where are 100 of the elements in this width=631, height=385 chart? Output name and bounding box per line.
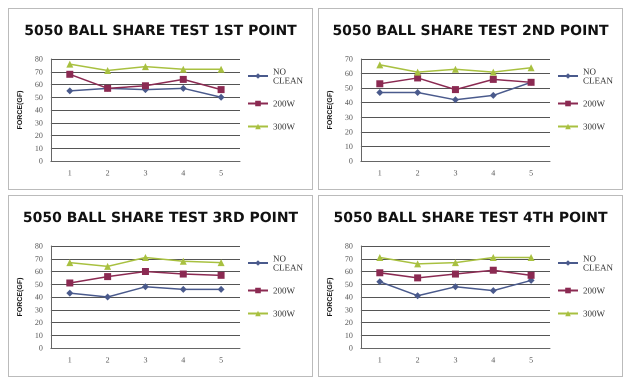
point — [452, 66, 459, 73]
point — [142, 283, 149, 290]
legend-label: 300W — [583, 308, 606, 318]
y-tick-label: 20 — [34, 131, 43, 140]
legend-label: NO CLEAN — [273, 254, 304, 272]
x-tick-label: 5 — [219, 356, 224, 364]
y-tick-label: 80 — [34, 242, 43, 250]
point — [104, 273, 112, 280]
legend-label: NO CLEAN — [583, 254, 614, 272]
y-tick-label: 20 — [344, 318, 353, 327]
x-tick-label: 4 — [491, 356, 496, 364]
point — [142, 82, 149, 90]
y-tick-label: 0 — [348, 156, 353, 166]
point — [376, 269, 384, 276]
point — [452, 270, 459, 278]
point — [180, 286, 187, 293]
legend-label: 200W — [273, 98, 296, 108]
y-tick-label: 30 — [34, 118, 43, 128]
point — [490, 68, 497, 76]
point — [104, 294, 112, 300]
point — [218, 94, 225, 101]
y-tick-label: 60 — [344, 267, 353, 276]
point — [414, 68, 422, 76]
point — [490, 92, 497, 99]
y-tick-label: 0 — [38, 156, 43, 166]
point — [180, 84, 187, 92]
point — [376, 254, 384, 261]
y-tick-label: 70 — [34, 67, 43, 76]
y-tick-label: 0 — [348, 344, 353, 352]
y-tick-label: 0 — [38, 344, 43, 352]
point — [104, 262, 112, 270]
y-tick-label: 80 — [34, 54, 43, 64]
y-tick-label: 40 — [34, 106, 43, 114]
legend-label: 200W — [583, 286, 606, 296]
point — [218, 286, 225, 293]
point — [452, 96, 459, 104]
point — [66, 70, 74, 78]
y-tick-label: 50 — [344, 84, 353, 93]
y-tick-label: 50 — [34, 92, 43, 102]
y-tick-label: 30 — [344, 305, 353, 314]
legend-label: 200W — [273, 286, 296, 296]
y-tick-label: 50 — [344, 280, 353, 289]
y-tick-label: 70 — [344, 54, 353, 64]
y-tick-label: 30 — [34, 305, 43, 314]
y-tick-label: 40 — [34, 292, 43, 302]
point — [528, 272, 535, 279]
y-tick-label: 80 — [344, 242, 353, 250]
x-tick-label: 5 — [529, 356, 534, 364]
point — [104, 66, 112, 74]
y-tick-label: 60 — [344, 69, 353, 78]
chart-title: 5050 BALL SHARE TEST 1ST POINT — [24, 23, 298, 39]
x-tick-label: 3 — [143, 168, 148, 178]
y-tick-label: 40 — [344, 292, 353, 302]
x-tick-label: 4 — [181, 168, 186, 178]
x-tick-label: 1 — [378, 168, 382, 178]
point — [528, 254, 535, 261]
point — [218, 86, 225, 94]
x-tick-label: 1 — [378, 356, 382, 364]
point — [376, 89, 384, 96]
legend-label: NO CLEAN — [583, 66, 614, 86]
chart-title: 5050 BALL SHARE TEST 4TH POINT — [333, 210, 608, 226]
y-tick-label: 60 — [34, 80, 43, 89]
y-tick-label: 50 — [34, 280, 43, 289]
x-tick-label: 3 — [453, 356, 458, 364]
y-tick-label: 10 — [344, 330, 353, 340]
point — [376, 278, 384, 286]
point — [452, 283, 459, 290]
point — [376, 61, 384, 68]
legend-label: 300W — [273, 122, 296, 132]
point — [180, 76, 187, 83]
point — [66, 259, 74, 266]
chart-title: 5050 BALL SHARE TEST 3RD POINT — [22, 210, 299, 226]
chart-title: 5050 BALL SHARE TEST 2ND POINT — [332, 23, 610, 39]
x-tick-label: 4 — [181, 356, 186, 364]
y-tick-label: 60 — [34, 267, 43, 276]
y-tick-label: 20 — [34, 318, 43, 327]
x-tick-label: 2 — [106, 356, 110, 364]
legend-label: 200W — [583, 98, 606, 108]
x-tick-label: 2 — [416, 168, 420, 178]
x-tick-label: 2 — [106, 168, 110, 178]
y-tick-label: 70 — [344, 254, 353, 264]
point — [180, 258, 187, 265]
point — [142, 63, 149, 70]
point — [414, 260, 422, 268]
y-tick-label: 20 — [344, 127, 353, 136]
y-tick-label: 70 — [34, 254, 43, 264]
point — [376, 80, 384, 88]
point — [414, 89, 422, 96]
point — [142, 268, 149, 275]
point — [490, 287, 497, 294]
point — [180, 270, 187, 278]
x-tick-label: 4 — [491, 168, 496, 178]
y-tick-label: 40 — [344, 98, 353, 108]
point — [66, 87, 74, 94]
legend-label: 300W — [273, 308, 296, 318]
y-tick-label: 10 — [34, 330, 43, 340]
legend-label: NO CLEAN — [273, 66, 304, 86]
x-tick-label: 5 — [529, 168, 534, 178]
point — [452, 259, 459, 266]
x-tick-label: 5 — [219, 168, 224, 178]
